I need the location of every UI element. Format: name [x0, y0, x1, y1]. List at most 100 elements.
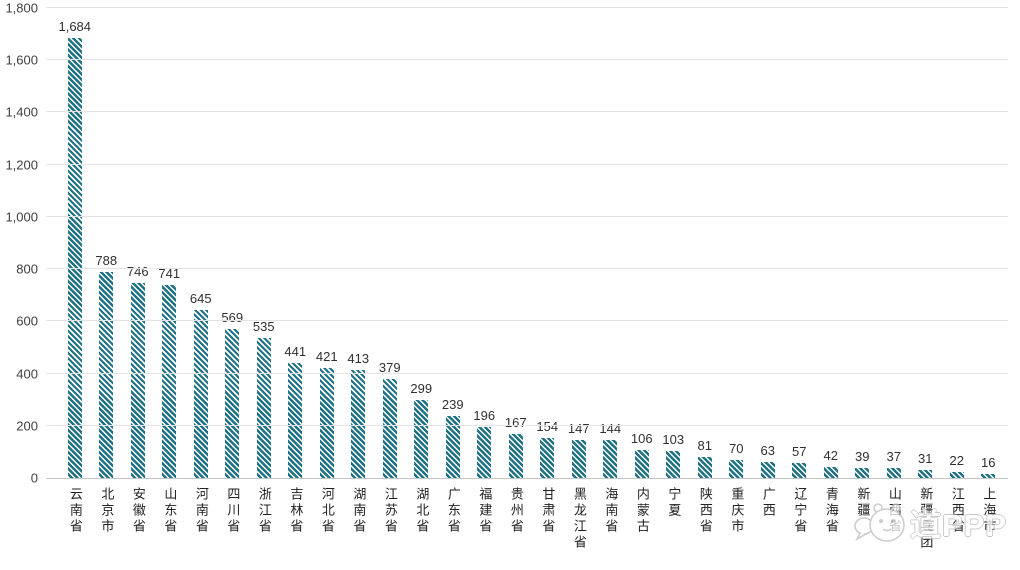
plot-area: 1,684 788 746 741 645 569 535 441 421 413 379 299 23…	[46, 7, 1008, 479]
bar-column: 70	[721, 8, 753, 478]
bar	[918, 469, 933, 478]
gridline	[46, 111, 1008, 113]
bars: 1,684 788 746 741 645 569 535 441 421 413 379 299 23…	[46, 8, 1008, 478]
bar-value-label: 299	[410, 380, 433, 396]
gridline	[46, 163, 1008, 165]
bar	[414, 399, 429, 478]
x-axis-label: 上海市	[973, 487, 1005, 551]
x-axis-label: 贵州省	[500, 487, 532, 551]
x-axis-label: 内蒙古	[626, 487, 658, 551]
bar	[855, 467, 870, 478]
x-axis-label-text: 广东省	[445, 487, 461, 535]
x-axis-label: 浙江省	[248, 487, 280, 551]
gridline	[46, 268, 1008, 270]
bar-value-label: 154	[536, 418, 559, 434]
bar	[571, 439, 586, 478]
bar	[540, 437, 555, 478]
bar-value-label: 421	[315, 349, 338, 365]
x-axis-label-text: 上海市	[981, 487, 997, 535]
x-axis-label: 云南省	[59, 487, 91, 551]
x-axis-label-text: 云南省	[67, 487, 83, 535]
bar-column: 645	[185, 8, 217, 478]
bar	[697, 456, 712, 478]
bar-column: 441	[280, 8, 312, 478]
bar	[130, 283, 145, 478]
bar-column: 81	[689, 8, 721, 478]
bar	[319, 368, 334, 478]
bar	[981, 473, 996, 478]
bar-value-label: 746	[126, 264, 149, 280]
gridline	[46, 320, 1008, 322]
bar-column: 167	[500, 8, 532, 478]
gridline	[46, 59, 1008, 61]
bar-value-label: 57	[792, 444, 807, 460]
bar	[351, 370, 366, 478]
y-tick-label: 1,600	[5, 52, 38, 68]
x-axis-label-text: 吉林省	[288, 487, 304, 535]
x-axis-label: 山西省	[878, 487, 910, 551]
y-axis: 0 200 400 600 800 1,000 1,200 1,400 1,600 1,800	[0, 1, 40, 486]
x-axis-label-text: 山西省	[886, 487, 902, 535]
x-axis-label-text: 广西	[760, 487, 776, 519]
bar	[760, 461, 775, 478]
x-axis-label-text: 湖南省	[351, 487, 367, 535]
bar	[634, 450, 649, 478]
x-axis-label-text: 重庆市	[729, 487, 745, 535]
gridline	[46, 424, 1008, 426]
bar-column: 746	[122, 8, 154, 478]
x-axis-label-text: 安徽省	[130, 487, 146, 535]
bar-value-label: 239	[441, 396, 464, 412]
x-axis-label: 新疆	[847, 487, 879, 551]
x-axis-label-text: 辽宁省	[792, 487, 808, 535]
bar-column: 299	[406, 8, 438, 478]
bar-value-label: 741	[158, 265, 181, 281]
y-tick-label: 1,800	[5, 0, 38, 16]
x-axis-label: 海南省	[595, 487, 627, 551]
x-axis-label: 甘肃省	[532, 487, 564, 551]
bar-column: 154	[532, 8, 564, 478]
bar-column: 741	[154, 8, 186, 478]
x-axis-label: 广西	[752, 487, 784, 551]
x-axis-label: 江西省	[941, 487, 973, 551]
x-axis-label-text: 新疆兵团	[918, 487, 934, 551]
bar-value-label: 147	[567, 420, 590, 436]
x-axis-label: 新疆兵团	[910, 487, 942, 551]
bar	[382, 379, 397, 478]
bar	[67, 38, 82, 478]
x-axis-label-text: 陕西省	[697, 487, 713, 535]
bar-column: 16	[973, 8, 1005, 478]
bar-value-label: 144	[599, 421, 622, 437]
x-axis-label: 河南省	[185, 487, 217, 551]
bar-value-label: 39	[855, 448, 870, 464]
bar-column: 569	[217, 8, 249, 478]
bar	[603, 440, 618, 478]
bar	[666, 451, 681, 478]
x-axis-label: 北京市	[91, 487, 123, 551]
y-tick-label: 800	[16, 261, 38, 277]
bar-value-label: 103	[662, 432, 685, 448]
x-axis-label-text: 四川省	[225, 487, 241, 535]
bar-value-label: 196	[473, 407, 496, 423]
bar	[949, 472, 964, 478]
x-axis-label: 黑龙江省	[563, 487, 595, 551]
bar	[729, 459, 744, 478]
x-axis-label: 陕西省	[689, 487, 721, 551]
bar-column: 103	[658, 8, 690, 478]
x-axis-label-text: 福建省	[477, 487, 493, 535]
gridline	[46, 7, 1008, 8]
y-tick-label: 200	[16, 418, 38, 434]
y-tick-label: 0	[30, 470, 38, 486]
bar-value-label: 70	[729, 440, 744, 456]
x-axis-label: 湖南省	[343, 487, 375, 551]
x-axis-label: 福建省	[469, 487, 501, 551]
x-axis-label-text: 贵州省	[508, 487, 524, 535]
x-axis-label: 青海省	[815, 487, 847, 551]
bar-column: 106	[626, 8, 658, 478]
bar-value-label: 81	[697, 437, 712, 453]
bar-value-label: 413	[347, 351, 370, 367]
x-axis-label: 安徽省	[122, 487, 154, 551]
bar-column: 144	[595, 8, 627, 478]
x-axis-label-text: 宁夏	[666, 487, 682, 519]
bar-column: 379	[374, 8, 406, 478]
bar-value-label: 788	[95, 253, 118, 269]
